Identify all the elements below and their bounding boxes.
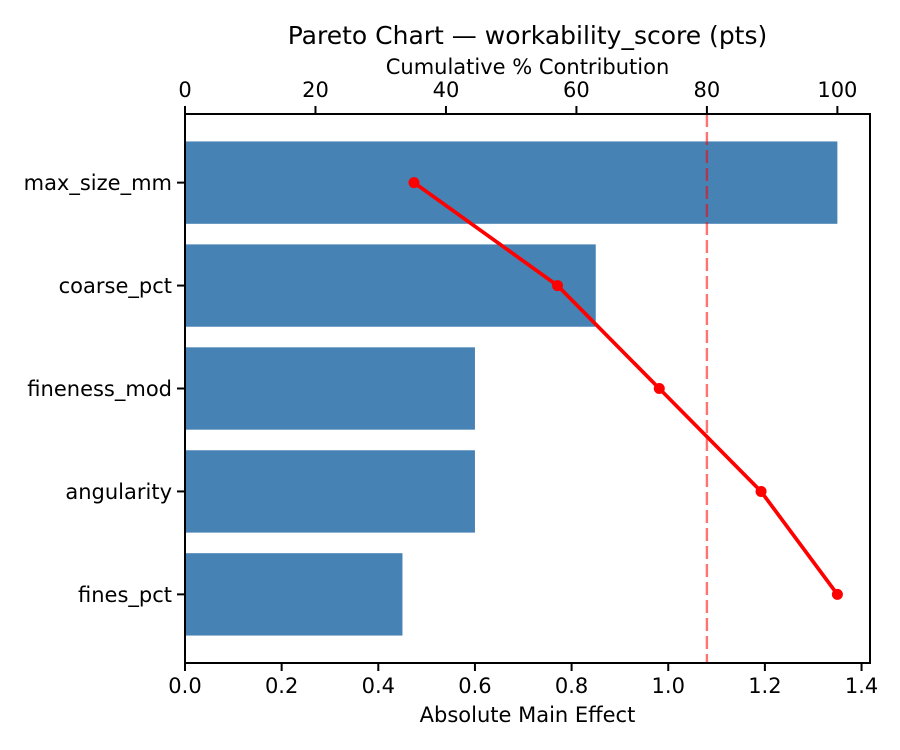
bottom-axis-label: Absolute Main Effect bbox=[419, 703, 636, 727]
top-tick-label: 20 bbox=[302, 78, 329, 102]
top-tick-label: 100 bbox=[817, 78, 857, 102]
cumulative-point-fineness_mod bbox=[653, 383, 665, 394]
bar-angularity bbox=[185, 450, 475, 533]
category-label-coarse_pct: coarse_pct bbox=[59, 274, 172, 299]
cumulative-point-angularity bbox=[755, 485, 767, 497]
category-label-max_size_mm: max_size_mm bbox=[24, 171, 172, 196]
top-tick-label: 80 bbox=[694, 78, 721, 102]
bottom-tick-label: 1.2 bbox=[748, 674, 781, 698]
cumulative-point-max_size_mm bbox=[408, 177, 420, 189]
cumulative-point-fines_pct bbox=[831, 588, 843, 600]
bar-coarse_pct bbox=[185, 244, 596, 327]
bar-max_size_mm bbox=[185, 141, 838, 224]
top-tick-label: 60 bbox=[563, 78, 590, 102]
bottom-tick-label: 1.0 bbox=[652, 674, 685, 698]
top-tick-label: 0 bbox=[178, 78, 191, 102]
bar-fines_pct bbox=[185, 553, 403, 636]
bottom-tick-label: 0.6 bbox=[458, 674, 491, 698]
category-label-fineness_mod: fineness_mod bbox=[27, 377, 172, 402]
bottom-tick-label: 0.0 bbox=[168, 674, 201, 698]
bottom-tick-label: 1.4 bbox=[845, 674, 878, 698]
top-axis-label: Cumulative % Contribution bbox=[385, 55, 670, 79]
bottom-tick-label: 0.4 bbox=[362, 674, 395, 698]
top-tick-label: 40 bbox=[433, 78, 460, 102]
chart-title: Pareto Chart — workability_score (pts) bbox=[287, 21, 768, 50]
bottom-tick-label: 0.8 bbox=[555, 674, 588, 698]
category-label-angularity: angularity bbox=[65, 480, 172, 504]
bottom-tick-label: 0.2 bbox=[265, 674, 298, 698]
bar-fineness_mod bbox=[185, 347, 475, 430]
cumulative-point-coarse_pct bbox=[552, 280, 564, 292]
category-label-fines_pct: fines_pct bbox=[78, 583, 172, 608]
